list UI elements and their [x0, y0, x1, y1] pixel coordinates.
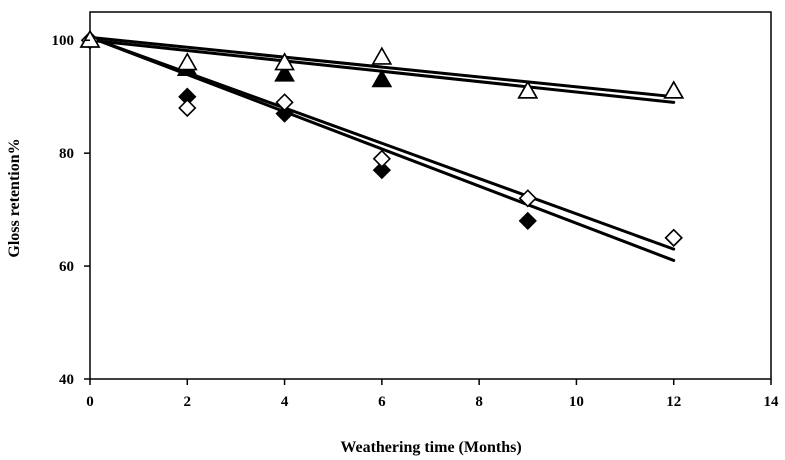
- plot-border: [89, 11, 772, 380]
- y-tick-label: 100: [52, 33, 75, 49]
- x-tick-label: 10: [569, 394, 584, 410]
- x-tick-label: 12: [666, 394, 681, 410]
- open-triangle-marker: [274, 52, 295, 71]
- x-tick-label: 8: [475, 394, 483, 410]
- y-axis-ticks: 40 60 80 100: [52, 33, 90, 388]
- open-triangle-marker: [371, 46, 393, 65]
- y-axis-title: Gloss retention%: [6, 138, 23, 257]
- open-triangle-marker: [517, 80, 539, 99]
- y-tick-label: 80: [59, 146, 74, 162]
- filled-diamond-marker: [372, 160, 391, 180]
- open-triangle-marker: [176, 52, 198, 71]
- open-triangle-marker: [663, 80, 685, 99]
- plot-frame: [89, 11, 772, 380]
- x-tick-label: 6: [378, 394, 386, 410]
- filled-triangle-marker: [371, 69, 393, 88]
- filled-diamond-marker: [275, 104, 294, 123]
- open-diamond-marker: [275, 93, 294, 112]
- y-tick-label: 60: [59, 259, 74, 275]
- data-markers: [79, 29, 685, 247]
- filled-diamond-marker: [518, 211, 537, 231]
- y-tick-label: 40: [59, 372, 74, 388]
- open-diamond-marker: [372, 149, 391, 168]
- x-tick-label: 4: [281, 394, 289, 410]
- trendline: [88, 35, 676, 99]
- x-axis-title: Weathering time (Months): [340, 439, 521, 456]
- open-diamond-marker: [518, 189, 537, 208]
- open-triangle-marker: [79, 29, 101, 48]
- filled-triangle-marker: [274, 63, 295, 82]
- x-axis-ticks: 0 2 4 6 8 10 12 14: [86, 379, 779, 410]
- x-tick-label: 0: [86, 394, 94, 410]
- open-diamond-marker: [178, 98, 197, 118]
- x-tick-label: 2: [184, 394, 192, 410]
- x-tick-label: 14: [764, 394, 780, 410]
- open-diamond-marker: [664, 228, 683, 247]
